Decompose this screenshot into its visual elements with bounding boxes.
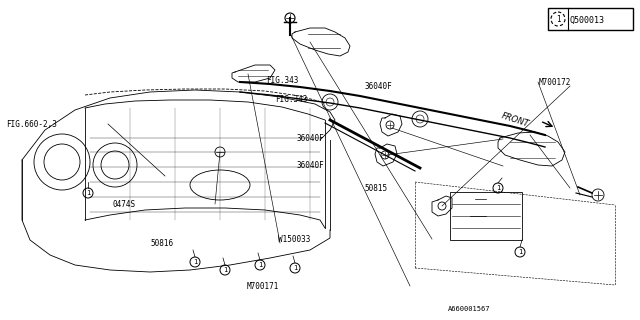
Text: FIG.343: FIG.343 [266, 76, 299, 85]
Bar [450, 192, 522, 240]
Text: FIG.343: FIG.343 [275, 95, 308, 104]
Text: 50815: 50815 [365, 184, 388, 193]
Text: 50816: 50816 [150, 239, 173, 248]
Text: 36040F: 36040F [365, 82, 392, 91]
Text: 36040F: 36040F [296, 134, 324, 143]
Bar [548, 8, 633, 30]
Text: 1: 1 [223, 267, 227, 273]
Text: 1: 1 [496, 185, 500, 191]
Text: W150033: W150033 [278, 235, 311, 244]
Text: 1: 1 [556, 14, 560, 23]
Text: A660001567: A660001567 [447, 306, 490, 312]
Text: 1: 1 [193, 259, 197, 265]
Text: FIG.660-2,3: FIG.660-2,3 [6, 120, 57, 129]
Text: 1: 1 [86, 190, 90, 196]
Text: 0474S: 0474S [112, 200, 135, 209]
Text: Q500013: Q500013 [570, 15, 605, 25]
Text: 1: 1 [258, 262, 262, 268]
Text: 1: 1 [293, 265, 297, 271]
Text: FRONT: FRONT [500, 111, 530, 129]
Text: 36040F: 36040F [296, 161, 324, 170]
Text: M700171: M700171 [246, 282, 279, 291]
Text: M700172: M700172 [539, 78, 572, 87]
Text: 1: 1 [518, 249, 522, 255]
